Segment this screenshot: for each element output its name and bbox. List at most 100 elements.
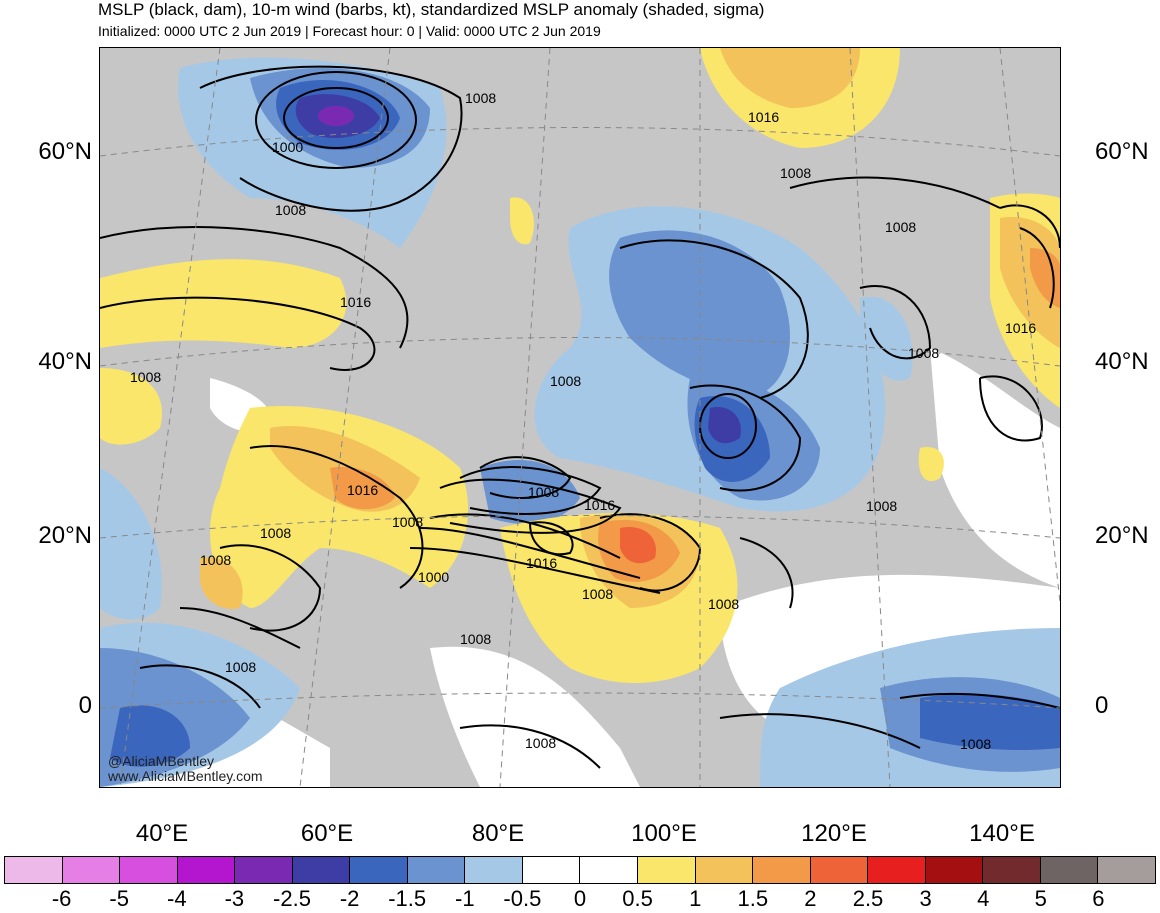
contour-label: 1016: [1005, 320, 1036, 336]
parallel-line: [100, 515, 1060, 539]
shade-purple: [318, 106, 354, 126]
colorbar-swatch: [1040, 857, 1099, 883]
shade-indigo: [708, 407, 741, 444]
colorbar-swatch: [5, 857, 63, 883]
shade-yellow: [100, 368, 162, 445]
colorbar-tick-label: -4: [167, 886, 187, 911]
isobar: [100, 226, 409, 349]
isobar: [529, 521, 574, 556]
colorbar-tick-label: 1: [689, 886, 702, 911]
isobar: [459, 724, 601, 769]
isobar: [139, 664, 261, 709]
contour-label: 1008: [908, 345, 939, 361]
lon-label: 140°E: [969, 820, 1035, 847]
lat-label: 0: [1095, 692, 1109, 719]
isobar: [100, 296, 376, 371]
lat-label: 0: [78, 692, 92, 719]
contour-label: 1000: [272, 139, 303, 155]
colorbar-swatch: [177, 857, 236, 883]
graticule: [100, 48, 1060, 787]
isobar: [979, 375, 1043, 442]
isobar: [429, 513, 621, 559]
contour-label: 1016: [340, 294, 371, 310]
colorbar-tick-label: -5: [109, 886, 129, 911]
shade-yellow: [210, 406, 469, 608]
lat-label: 20°N: [1095, 522, 1149, 549]
contour-label: 1008: [465, 90, 496, 106]
colorbar-swatch: [580, 857, 639, 883]
meridian-line: [499, 48, 551, 787]
isobar: [899, 692, 1060, 709]
colorbar-tick-labels: -6 -5 -4 -3 -2.5 -2 -1.5 -1 -0.5 0 0.5 1 1.5 2 2.5 3 4 5 6: [4, 886, 1156, 912]
colorbar-tick-label: 0: [573, 886, 587, 911]
contour-label: 1008: [200, 552, 231, 568]
shade-red-orange: [620, 527, 656, 564]
isobar: [255, 71, 417, 169]
meridian-line: [299, 48, 391, 787]
weather-map: 1008 1000 1008 1016 1008 1016 1008 1008 …: [99, 47, 1061, 788]
contour-label: 1016: [347, 482, 378, 498]
credit-handle: @AliciaMBentley: [108, 753, 215, 769]
isobar: [859, 285, 932, 360]
meridian-line: [999, 48, 1060, 607]
contour-label: 1008: [708, 596, 739, 612]
contour-label: 1016: [526, 555, 557, 571]
shade-white: [930, 348, 1060, 588]
colorbar-swatch: [522, 857, 581, 883]
lon-label: 120°E: [801, 820, 867, 847]
colorbar-swatch: [868, 857, 926, 883]
lat-label: 40°N: [1095, 348, 1149, 375]
lat-label: 60°N: [38, 138, 92, 165]
shade-light-orange: [720, 48, 860, 108]
isobar: [249, 445, 424, 589]
isobar: [1019, 227, 1055, 309]
colorbar-tick-label: 1.5: [737, 886, 769, 911]
shade-yellow: [918, 447, 944, 482]
shade-dark-blue: [110, 705, 190, 767]
colorbar-tick-label: 2: [804, 886, 817, 911]
contour-label: 1008: [582, 586, 613, 602]
isobars: [100, 65, 1060, 769]
contour-label: 1016: [748, 109, 779, 125]
shade-light-blue: [860, 296, 913, 381]
shade-light-orange: [200, 557, 243, 609]
colorbar-tick-label: 4: [977, 886, 990, 911]
isobar: [999, 204, 1060, 249]
colorbar-tick-label: 5: [1034, 886, 1047, 911]
isobar: [789, 176, 1001, 209]
colorbar-tick-label: -1: [455, 886, 475, 911]
isobar: [689, 384, 802, 492]
colorbar-swatch: [695, 857, 754, 883]
contour-label: 1000: [418, 569, 449, 585]
colorbar-swatch: [292, 857, 351, 883]
colorbar-tick-label: -3: [224, 886, 245, 911]
colorbar-swatch: [120, 857, 178, 883]
lat-label: 40°N: [38, 348, 92, 375]
contour-label: 1008: [275, 202, 306, 218]
colorbar-tick-label: -2.5: [273, 886, 311, 911]
isobar: [199, 65, 463, 212]
isobar: [619, 239, 809, 399]
lon-label: 80°E: [471, 820, 525, 847]
shade-light-blue: [100, 468, 162, 620]
colorbar-tick-label: -6: [51, 886, 72, 911]
shade-dark-blue: [920, 693, 1060, 750]
colorbar: [4, 856, 1156, 884]
isobar: [419, 527, 641, 579]
isobar: [283, 87, 389, 149]
contour-label: 1008: [260, 525, 291, 541]
colorbar-tick-label: -1.5: [388, 886, 427, 911]
shade-yellow: [510, 197, 534, 245]
colorbar-swatch: [810, 857, 869, 883]
isobar: [409, 547, 661, 594]
lat-label: 20°N: [38, 522, 92, 549]
isobar: [179, 607, 301, 649]
colorbar-swatch: [753, 857, 811, 883]
contour-label: 1008: [960, 736, 991, 752]
colorbar-tick-label: 0.5: [622, 886, 653, 911]
isobar: [459, 466, 602, 515]
contour-label: 1008: [392, 514, 423, 530]
parallel-line: [100, 692, 1060, 709]
shade-yellow: [100, 259, 347, 348]
colorbar-swatch: [465, 857, 523, 883]
